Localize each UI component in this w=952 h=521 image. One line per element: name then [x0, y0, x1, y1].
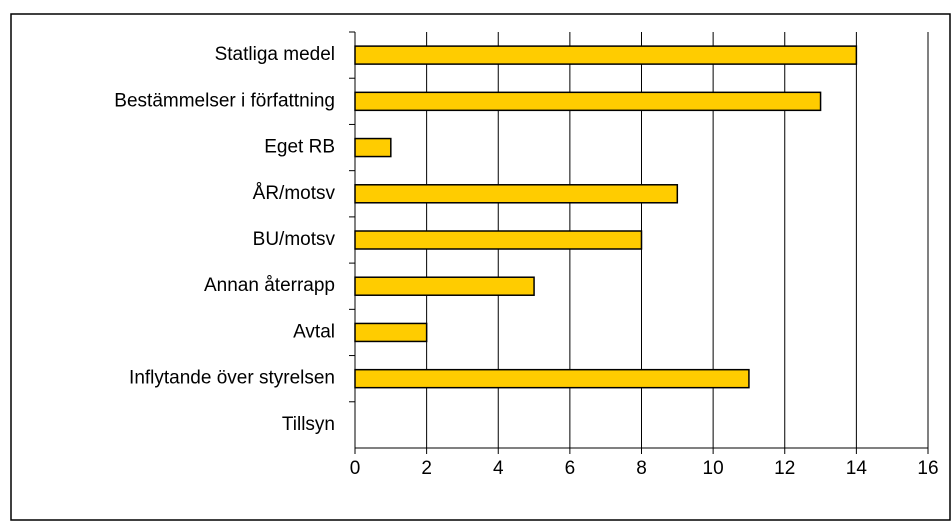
y-tick-label: BU/motsv — [253, 229, 336, 250]
bar — [354, 91, 822, 112]
x-tick-label: 6 — [565, 458, 576, 479]
x-tick-label: 10 — [703, 458, 724, 479]
x-tick-label: 4 — [493, 458, 504, 479]
x-tick-label: 16 — [917, 458, 938, 479]
x-tick-label: 14 — [846, 458, 868, 479]
y-tick-label: Bestämmelser i författning — [114, 90, 335, 111]
y-tick-label: Tillsyn — [282, 414, 335, 435]
y-tick-label: Inflytande över styrelsen — [129, 368, 335, 389]
bar — [354, 368, 750, 389]
y-tick-label: Avtal — [293, 321, 335, 342]
y-tick-label: Eget RB — [264, 137, 335, 158]
bar — [354, 276, 535, 296]
bar — [354, 45, 858, 65]
x-tick-label: 0 — [350, 458, 361, 479]
bar — [354, 322, 428, 343]
bar — [354, 230, 643, 250]
y-tick-label: Statliga medel — [215, 44, 335, 65]
x-tick-label: 8 — [636, 458, 647, 479]
x-tick-label: 12 — [774, 458, 795, 479]
x-tick-label: 2 — [421, 458, 432, 479]
y-tick-label: ÅR/motsv — [253, 183, 336, 204]
y-tick-label: Annan återrapp — [204, 275, 335, 296]
bar — [354, 184, 679, 204]
bar — [354, 137, 392, 158]
